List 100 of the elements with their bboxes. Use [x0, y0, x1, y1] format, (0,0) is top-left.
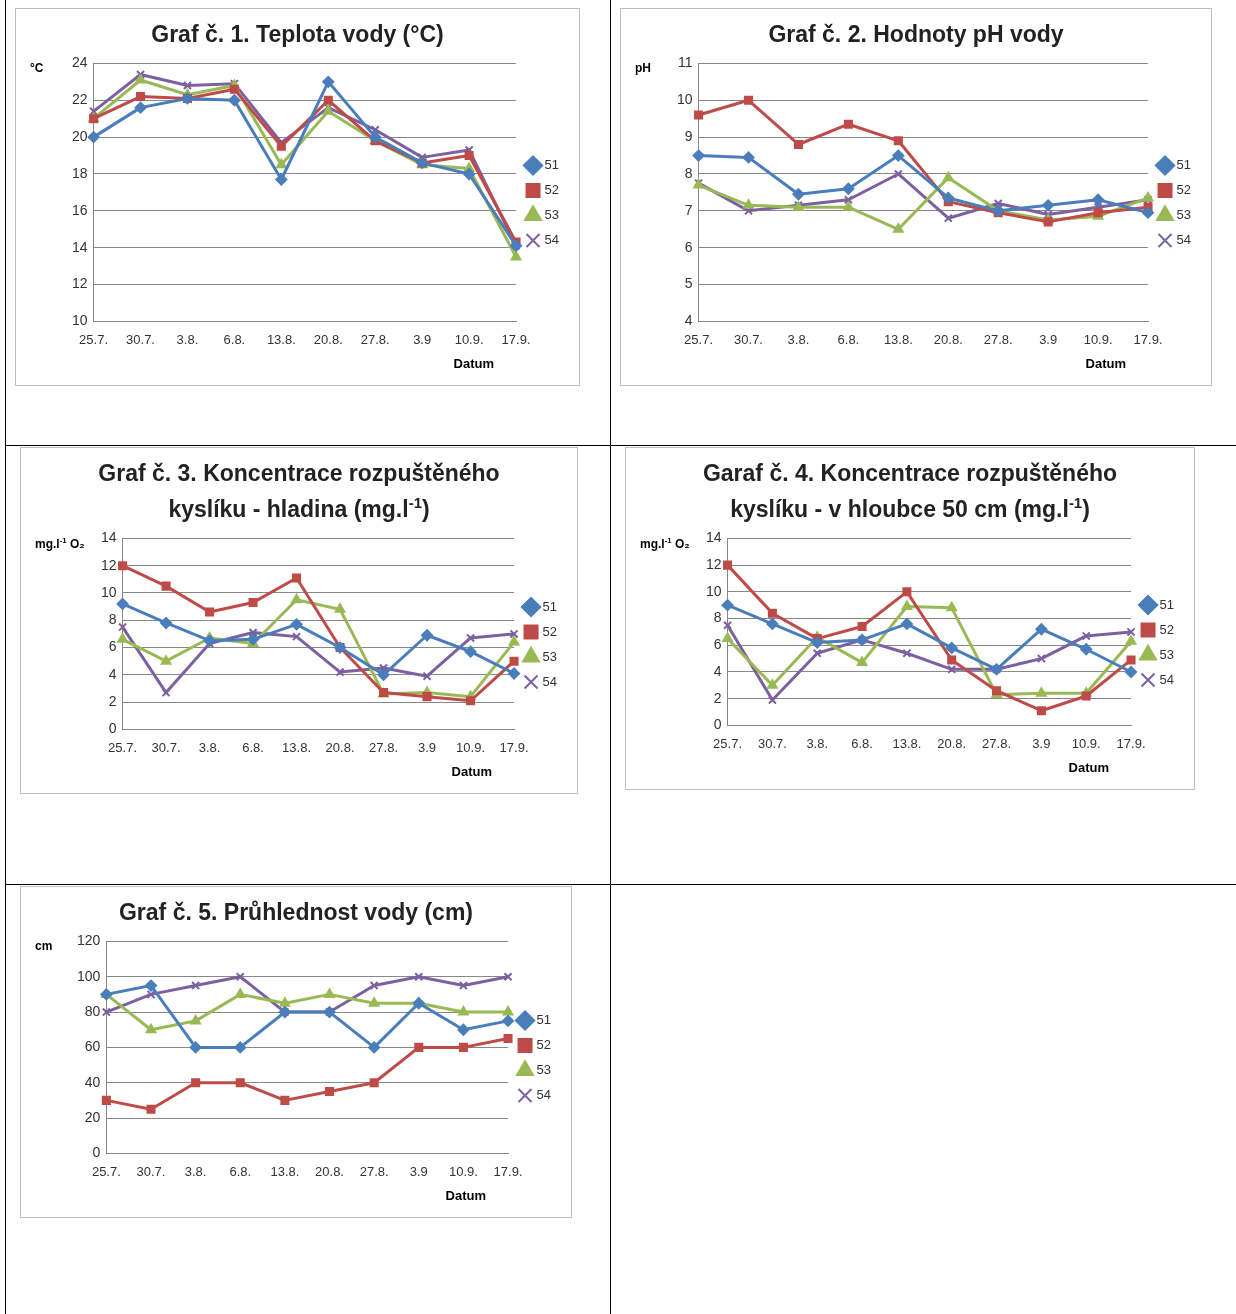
x-tick-label: 17.9. — [501, 331, 531, 347]
y-tick-label: 8 — [713, 609, 722, 626]
x-tick-label: 20.8. — [937, 735, 967, 751]
x-tick-label: 17.9. — [1116, 735, 1146, 751]
x-axis-title: Datum — [1068, 760, 1109, 775]
x-tick-label: 6.8. — [837, 331, 860, 347]
x-tick-label: 10.9. — [1071, 735, 1101, 751]
legend-label: 54 — [1176, 232, 1192, 248]
legend-label: 54 — [542, 673, 558, 689]
x-tick-label: 30.7. — [757, 735, 787, 751]
y-tick-label: 100 — [77, 967, 101, 984]
legend-label: 52 — [544, 182, 560, 198]
y-tick-label: 11 — [678, 54, 693, 71]
legend-label: 52 — [542, 623, 558, 639]
y-tick-label: 10 — [100, 583, 117, 600]
x-tick-label: 20.8. — [315, 1163, 344, 1179]
x-tick-label: 30.7. — [136, 1163, 166, 1179]
legend-label: 51 — [1176, 157, 1192, 173]
y-tick-label: 0 — [92, 1144, 101, 1161]
x-tick-label: 20.8. — [313, 331, 343, 347]
y-tick-label: 22 — [71, 91, 88, 108]
y-axis-title: °C — [30, 61, 44, 75]
y-tick-label: 0 — [108, 719, 117, 736]
x-tick-label: 3.8. — [184, 1163, 207, 1179]
legend-label: 52 — [1176, 182, 1192, 198]
x-axis-title: Datum — [1085, 356, 1126, 371]
x-tick-label: 6.8. — [223, 331, 246, 347]
y-tick-label: 7 — [684, 201, 693, 218]
x-tick-label: 3.8. — [787, 331, 810, 347]
y-tick-label: 6 — [684, 238, 693, 255]
x-tick-label: 10.9. — [1083, 331, 1113, 347]
chart-title: Graf č. 1. Teplota vody (°C) — [150, 20, 445, 49]
x-tick-label: 13.8. — [270, 1163, 300, 1179]
y-tick-label: 20 — [84, 1108, 101, 1125]
x-tick-label: 3.9 — [413, 331, 432, 347]
y-tick-label: 18 — [71, 164, 88, 181]
x-tick-label: 25.7. — [108, 739, 138, 755]
y-axis-title: mg.l$^{-1}$ O₂ — [35, 536, 85, 551]
x-tick-label: 10.9. — [456, 739, 485, 755]
chart-title: Garaf č. 4. Koncentrace rozpuštěného kyslíku - v hloubce 50 cm (mg.l$^{-1}$) — [701, 459, 1119, 524]
y-tick-label: 6 — [713, 635, 722, 652]
x-axis-title: Datum — [453, 356, 494, 371]
y-tick-label: 120 — [77, 932, 101, 949]
y-tick-label: 14 — [100, 528, 117, 545]
y-tick-label: 20 — [71, 127, 88, 144]
y-tick-label: 24 — [71, 54, 88, 71]
x-tick-label: 27.8. — [983, 331, 1013, 347]
legend-label: 54 — [1159, 671, 1175, 687]
legend-label: 52 — [1159, 621, 1175, 637]
y-tick-label: 4 — [108, 665, 117, 682]
x-tick-label: 30.7. — [151, 739, 181, 755]
legend-label: 53 — [536, 1062, 552, 1078]
y-tick-label: 2 — [713, 689, 722, 706]
legend-label: 52 — [536, 1037, 552, 1053]
x-tick-label: 20.8. — [325, 739, 355, 755]
x-tick-label: 3.8. — [176, 331, 199, 347]
y-axis-title: cm — [35, 939, 53, 953]
x-tick-label: 30.7. — [126, 331, 155, 347]
y-tick-label: 12 — [71, 275, 88, 292]
x-tick-label: 30.7. — [734, 331, 763, 347]
y-tick-label: 4 — [713, 662, 722, 679]
x-tick-label: 27.8. — [982, 735, 1012, 751]
legend-label: 51 — [1159, 596, 1175, 612]
y-tick-label: 9 — [684, 127, 693, 144]
chart-title: Graf č. 3. Koncentrace rozpuštěného kyslíku - hladina (mg.l$^{-1}$) — [97, 459, 501, 524]
x-axis-title: Datum — [445, 1188, 486, 1203]
legend-label: 51 — [542, 598, 558, 614]
x-tick-label: 17.9. — [499, 739, 529, 755]
y-tick-label: 40 — [84, 1073, 101, 1090]
y-tick-label: 16 — [71, 201, 88, 218]
x-tick-label: 13.8. — [883, 331, 913, 347]
y-tick-label: 2 — [108, 692, 117, 709]
y-axis-title: mg.l$^{-1}$ O₂ — [640, 536, 690, 551]
x-tick-label: 6.8. — [229, 1163, 252, 1179]
x-tick-label: 25.7. — [713, 735, 743, 751]
y-tick-label: 8 — [108, 610, 117, 627]
x-tick-label: 13.8. — [892, 735, 922, 751]
y-tick-label: 80 — [84, 1002, 101, 1019]
y-tick-label: 0 — [713, 715, 722, 732]
legend-label: 54 — [544, 232, 560, 248]
legend-label: 53 — [1159, 646, 1175, 662]
y-tick-label: 10 — [676, 91, 693, 108]
x-tick-label: 17.9. — [493, 1163, 523, 1179]
y-tick-label: 60 — [84, 1038, 101, 1055]
y-tick-label: 14 — [71, 238, 88, 255]
x-tick-label: 3.8. — [806, 735, 829, 751]
y-tick-label: 5 — [684, 275, 693, 292]
x-tick-label: 10.9. — [448, 1163, 478, 1179]
legend-label: 51 — [544, 157, 560, 173]
x-axis-title: Datum — [451, 764, 492, 779]
x-tick-label: 13.8. — [282, 739, 312, 755]
y-tick-label: 4 — [684, 312, 693, 329]
legend-label: 53 — [542, 648, 558, 664]
y-tick-label: 14 — [705, 528, 722, 545]
x-tick-label: 3.8. — [198, 739, 221, 755]
y-tick-label: 10 — [705, 582, 722, 599]
chart-title: Graf č. 5. Průhlednost vody (cm) — [118, 898, 474, 927]
x-tick-label: 13.8. — [266, 331, 296, 347]
x-tick-label: 27.8. — [359, 1163, 389, 1179]
x-tick-label: 27.8. — [360, 331, 390, 347]
